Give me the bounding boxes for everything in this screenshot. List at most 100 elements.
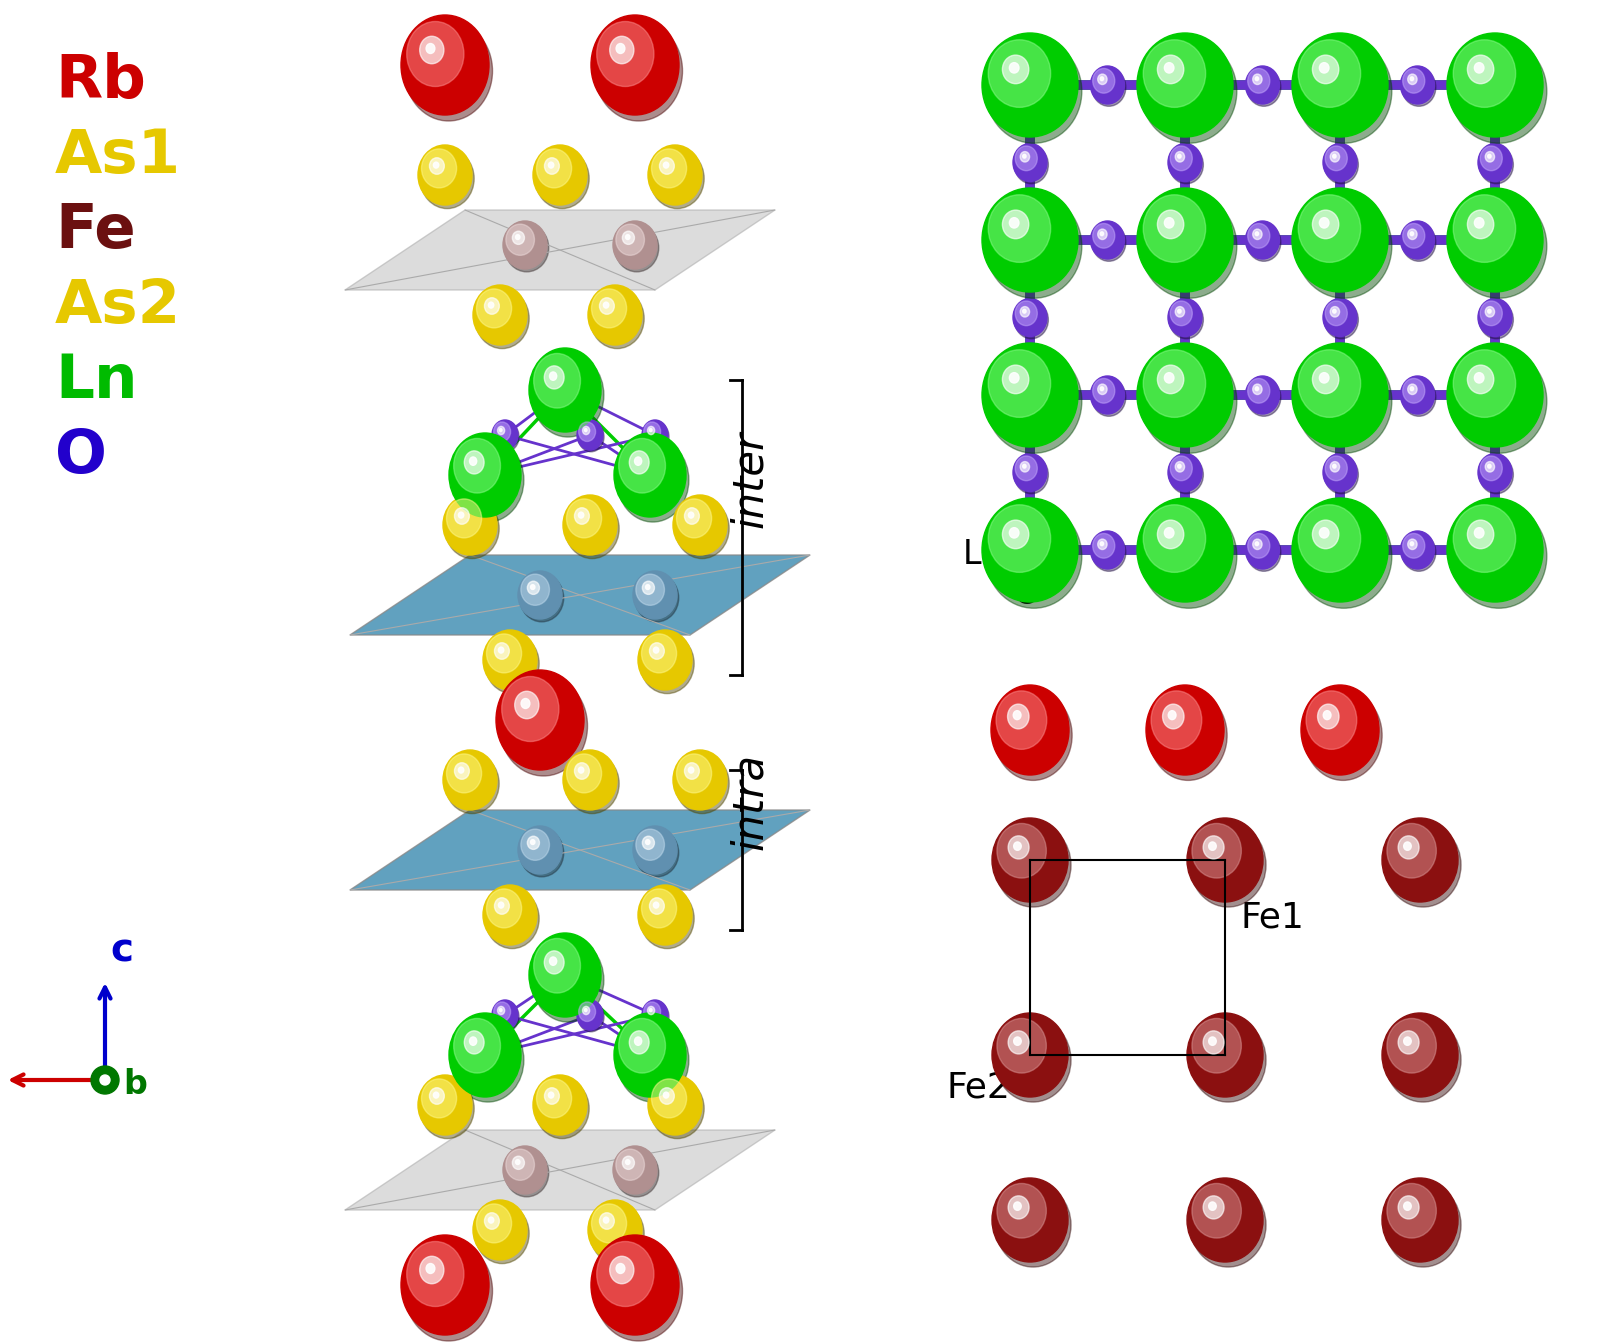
- Ellipse shape: [1157, 55, 1183, 83]
- Ellipse shape: [1170, 301, 1193, 326]
- Ellipse shape: [1022, 154, 1026, 158]
- Ellipse shape: [1323, 711, 1331, 719]
- Ellipse shape: [464, 1031, 484, 1053]
- Ellipse shape: [1402, 68, 1436, 106]
- Ellipse shape: [1326, 146, 1347, 170]
- Ellipse shape: [639, 633, 695, 694]
- Ellipse shape: [664, 1092, 669, 1098]
- Ellipse shape: [1162, 705, 1185, 729]
- Ellipse shape: [1138, 34, 1233, 137]
- Ellipse shape: [1010, 527, 1019, 538]
- Ellipse shape: [578, 420, 604, 450]
- Ellipse shape: [1186, 1178, 1263, 1261]
- Ellipse shape: [500, 676, 588, 776]
- Ellipse shape: [485, 298, 500, 314]
- Ellipse shape: [1383, 1178, 1457, 1261]
- Ellipse shape: [583, 1006, 589, 1015]
- Ellipse shape: [1479, 301, 1513, 338]
- Ellipse shape: [1295, 195, 1393, 298]
- Ellipse shape: [1157, 211, 1183, 239]
- Ellipse shape: [493, 421, 511, 442]
- Ellipse shape: [1248, 68, 1269, 93]
- Ellipse shape: [476, 1204, 529, 1264]
- Ellipse shape: [1479, 144, 1513, 181]
- Ellipse shape: [1319, 373, 1329, 382]
- Ellipse shape: [677, 499, 711, 538]
- Ellipse shape: [594, 1241, 683, 1341]
- Ellipse shape: [643, 1000, 669, 1031]
- Ellipse shape: [518, 825, 562, 874]
- Ellipse shape: [544, 158, 560, 174]
- Ellipse shape: [1141, 505, 1237, 608]
- Ellipse shape: [646, 585, 649, 589]
- Ellipse shape: [648, 1006, 654, 1015]
- Ellipse shape: [1474, 217, 1483, 228]
- Ellipse shape: [625, 1159, 630, 1165]
- Text: Fe2: Fe2: [946, 1070, 1010, 1104]
- Ellipse shape: [1402, 223, 1436, 262]
- Ellipse shape: [1014, 456, 1048, 494]
- Ellipse shape: [446, 499, 482, 538]
- Ellipse shape: [534, 938, 581, 993]
- Ellipse shape: [1191, 1184, 1242, 1239]
- Ellipse shape: [492, 1000, 518, 1031]
- Ellipse shape: [433, 162, 438, 168]
- Ellipse shape: [1397, 1031, 1419, 1053]
- Ellipse shape: [1008, 1196, 1029, 1219]
- Ellipse shape: [1474, 527, 1483, 538]
- Ellipse shape: [1169, 298, 1203, 337]
- Ellipse shape: [578, 1001, 604, 1032]
- Ellipse shape: [534, 353, 581, 408]
- Ellipse shape: [1402, 68, 1425, 93]
- Ellipse shape: [1326, 456, 1347, 480]
- Ellipse shape: [1021, 306, 1029, 317]
- Ellipse shape: [985, 195, 1083, 298]
- Ellipse shape: [1091, 531, 1125, 569]
- Ellipse shape: [1383, 1013, 1457, 1096]
- Ellipse shape: [529, 348, 601, 432]
- Ellipse shape: [1190, 1019, 1266, 1102]
- Ellipse shape: [1448, 188, 1543, 293]
- Ellipse shape: [1407, 384, 1417, 395]
- Ellipse shape: [1292, 188, 1388, 293]
- Ellipse shape: [536, 149, 589, 208]
- Ellipse shape: [427, 43, 435, 54]
- Ellipse shape: [615, 224, 659, 272]
- Ellipse shape: [1292, 34, 1388, 137]
- Ellipse shape: [1467, 521, 1493, 549]
- Ellipse shape: [635, 1037, 641, 1045]
- Ellipse shape: [1485, 306, 1495, 317]
- Ellipse shape: [1488, 309, 1492, 313]
- Ellipse shape: [1407, 229, 1417, 239]
- Ellipse shape: [622, 1157, 635, 1169]
- Ellipse shape: [1164, 217, 1173, 228]
- Ellipse shape: [1248, 378, 1269, 403]
- Ellipse shape: [1479, 298, 1513, 337]
- Ellipse shape: [1141, 349, 1237, 454]
- Text: Ln: Ln: [55, 352, 138, 411]
- Ellipse shape: [472, 1200, 527, 1260]
- Ellipse shape: [1149, 690, 1227, 781]
- Ellipse shape: [505, 224, 549, 272]
- Ellipse shape: [992, 1013, 1068, 1096]
- Ellipse shape: [635, 456, 641, 466]
- Ellipse shape: [1092, 378, 1126, 416]
- Ellipse shape: [688, 513, 693, 518]
- Ellipse shape: [1324, 146, 1358, 184]
- Ellipse shape: [1003, 55, 1029, 83]
- Ellipse shape: [1169, 454, 1203, 491]
- Ellipse shape: [1141, 39, 1237, 144]
- Ellipse shape: [422, 149, 456, 188]
- Ellipse shape: [1488, 464, 1492, 468]
- Ellipse shape: [404, 21, 492, 121]
- Ellipse shape: [1253, 74, 1263, 85]
- Ellipse shape: [498, 1006, 505, 1015]
- Ellipse shape: [493, 1001, 519, 1032]
- Ellipse shape: [498, 902, 503, 909]
- Ellipse shape: [514, 691, 539, 719]
- Ellipse shape: [1401, 66, 1435, 103]
- Ellipse shape: [1295, 505, 1393, 608]
- Ellipse shape: [1298, 505, 1360, 572]
- Ellipse shape: [1245, 531, 1279, 569]
- Ellipse shape: [1014, 1202, 1021, 1210]
